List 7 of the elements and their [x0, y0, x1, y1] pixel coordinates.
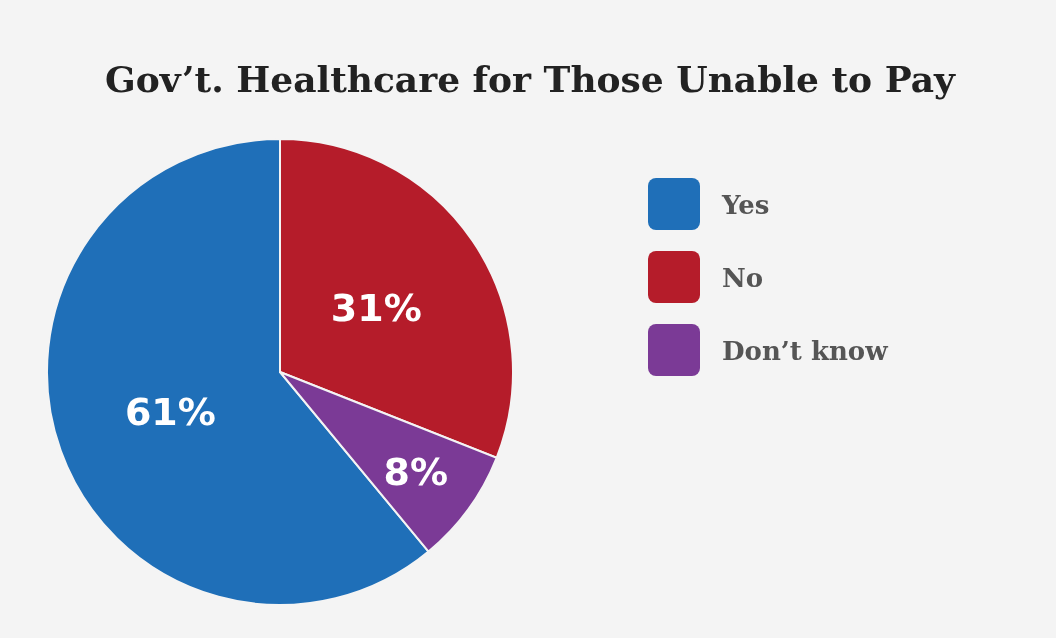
data-label: 61% [124, 390, 216, 435]
legend-label: Yes [721, 190, 770, 220]
legend-label: No [722, 263, 764, 293]
data-label: 31% [330, 285, 422, 330]
data-label: 8% [383, 449, 448, 494]
legend-label: Don’t know [722, 336, 889, 366]
chart-title: Gov’t. Healthcare for Those Unable to Pay [105, 58, 957, 100]
